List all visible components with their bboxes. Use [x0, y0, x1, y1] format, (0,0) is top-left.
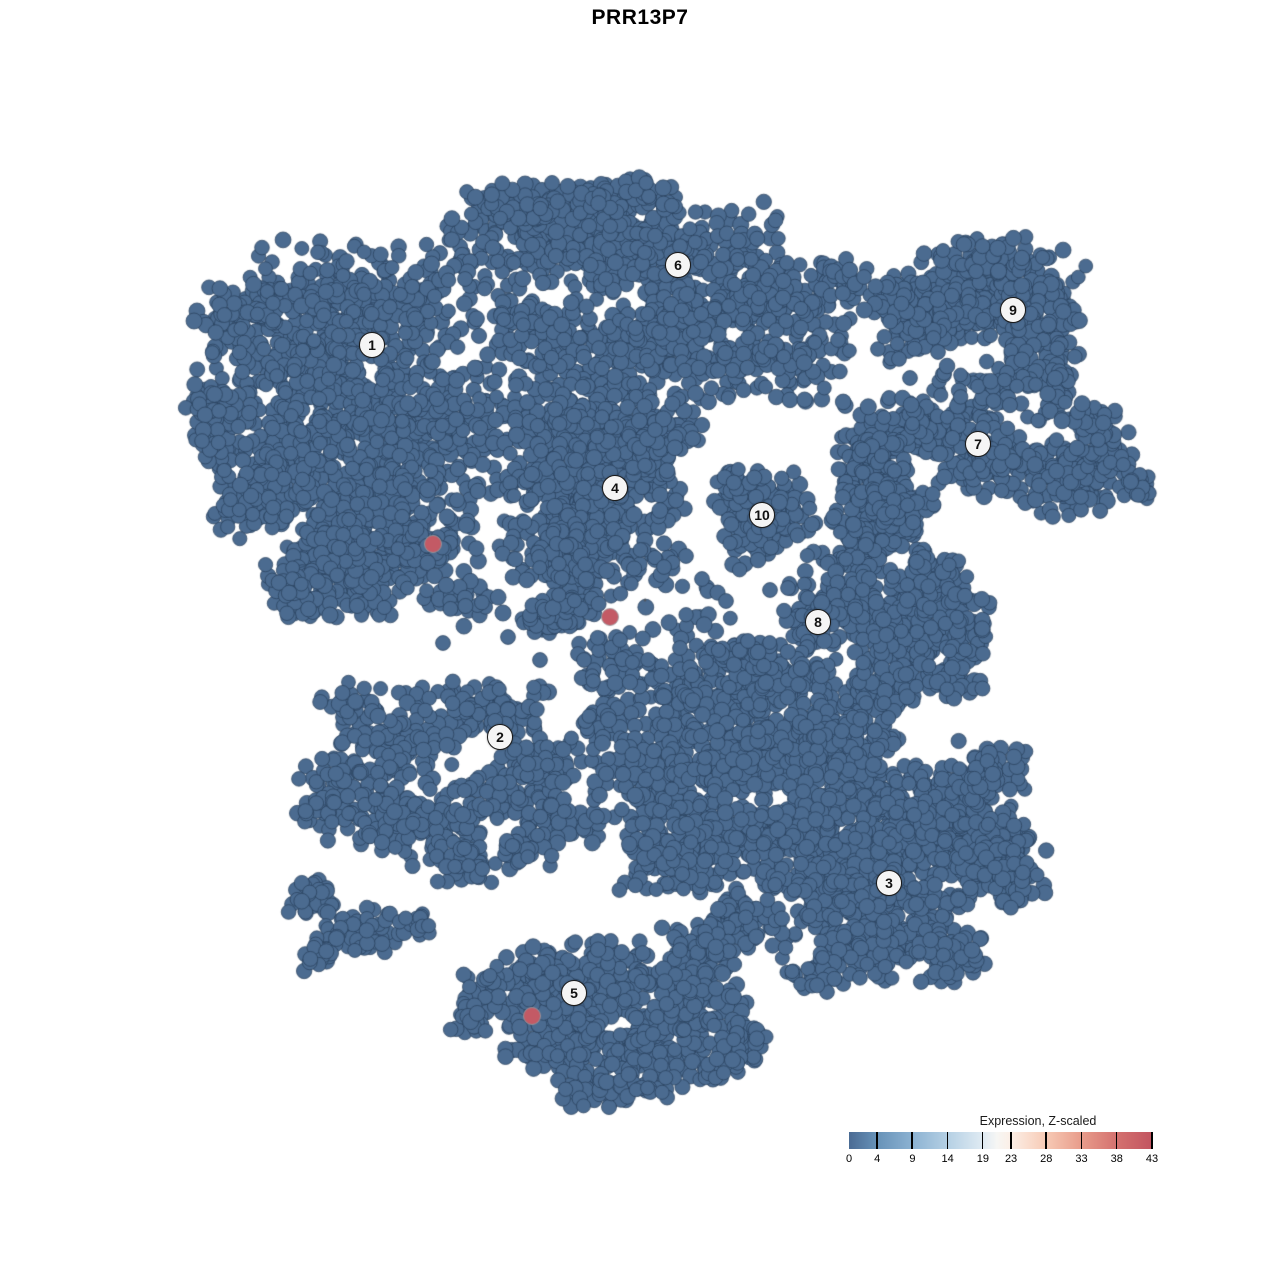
cluster-label-7: 7 [965, 431, 991, 457]
cluster-label-5: 5 [561, 980, 587, 1006]
cluster-label-8: 8 [805, 609, 831, 635]
page-title: PRR13P7 [591, 6, 689, 29]
cluster-label-1: 1 [359, 332, 385, 358]
cluster-label-3: 3 [876, 870, 902, 896]
cluster-label-4: 4 [602, 475, 628, 501]
cluster-label-2: 2 [487, 724, 513, 750]
cluster-label-6: 6 [665, 252, 691, 278]
cluster-label-10: 10 [749, 502, 775, 528]
cluster-label-9: 9 [1000, 297, 1026, 323]
